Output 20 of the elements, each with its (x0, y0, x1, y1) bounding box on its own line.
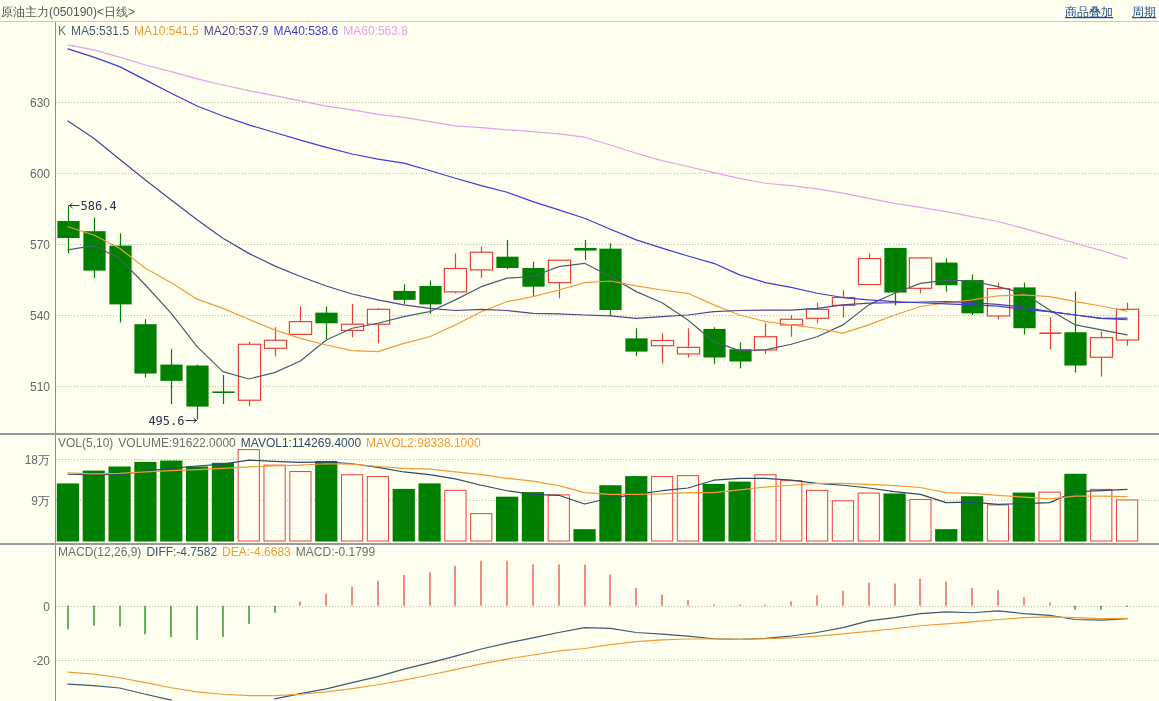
y-tick-label: 510 (29, 379, 51, 394)
chart-title: 原油主力(050190)<日线> (1, 5, 136, 19)
text: VOLUME:91622.0000 (118, 436, 236, 450)
text: 周期 (1132, 5, 1156, 19)
y-tick-label: 18万 (24, 452, 50, 467)
text: MAVOL1:114269.4000 (240, 436, 362, 450)
y-tick-label: 630 (29, 95, 51, 110)
y-tick-label: 9万 (31, 493, 50, 508)
y-tick-label: 600 (29, 166, 51, 181)
y-tick-label: 570 (29, 237, 51, 252)
y-tick-label: -20 (32, 653, 51, 668)
legend: MACD(12,26,9) DIFF:-4.7582 DEA:-4.6683 MACD:-0.1799 (58, 545, 376, 559)
annotation: 586.4 (80, 199, 117, 213)
annotation: 495.6 (148, 414, 185, 428)
text: MAVOL2:98338.1000 (366, 436, 481, 450)
y-tick-label: 540 (29, 308, 51, 323)
legend: K MA5:531.5 MA10:541.5 MA20:537.9 MA40:538.6 MA60:563.8 (58, 24, 408, 38)
y-tick-label: 0 (43, 599, 51, 614)
text: 商品叠加 (1065, 5, 1113, 19)
text: VOL(5,10) (58, 436, 114, 450)
